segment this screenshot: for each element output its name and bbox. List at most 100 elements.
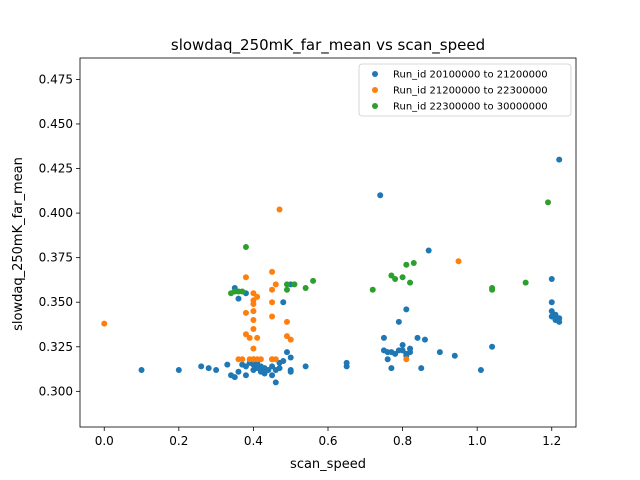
data-point — [283, 286, 290, 293]
data-point — [235, 368, 242, 375]
data-point — [254, 334, 261, 341]
data-point — [455, 258, 462, 265]
data-point — [407, 349, 414, 356]
data-point — [392, 350, 399, 357]
data-point — [276, 206, 283, 213]
data-point — [261, 370, 268, 377]
legend-box — [358, 63, 572, 117]
x-tick-label: 0.0 — [95, 434, 114, 448]
data-point — [399, 347, 406, 354]
data-point — [421, 336, 428, 343]
data-point — [489, 343, 496, 350]
y-axis-label: slowdaq_250mK_far_mean — [11, 157, 26, 331]
data-point — [380, 334, 387, 341]
legend-label: Run_id 22300000 to 30000000 — [393, 102, 548, 113]
y-axis: 0.300 0.325 0.350 0.375 0.400 0.425 0.450 0.475 — [39, 72, 80, 398]
data-point — [239, 288, 246, 295]
data-point — [276, 365, 283, 372]
data-point — [548, 276, 555, 283]
data-point — [242, 331, 249, 338]
data-point — [310, 277, 317, 284]
data-point — [246, 334, 253, 341]
data-point — [287, 368, 294, 375]
legend-marker — [372, 87, 378, 93]
x-tick-label: 1.2 — [542, 434, 561, 448]
data-point — [280, 299, 287, 306]
data-point — [213, 366, 220, 373]
series-3 — [228, 199, 552, 297]
data-point — [522, 279, 529, 286]
data-point — [242, 363, 249, 370]
data-point — [205, 365, 212, 372]
data-point — [545, 199, 552, 206]
x-tick-label: 1.0 — [468, 434, 487, 448]
data-point — [384, 356, 391, 363]
data-point — [250, 317, 257, 324]
data-point — [269, 268, 276, 275]
x-tick-label: 0.8 — [393, 434, 412, 448]
legend-label: Run_id 20100000 to 21200000 — [393, 70, 548, 81]
legend: Run_id 20100000 to 21200000 Run_id 212000… — [358, 63, 572, 117]
data-point — [269, 313, 276, 320]
y-tick-label: 0.300 — [39, 384, 73, 398]
data-point — [287, 336, 294, 343]
data-point — [283, 318, 290, 325]
data-point — [269, 372, 276, 379]
data-point — [242, 372, 249, 379]
y-tick-label: 0.475 — [39, 72, 73, 86]
data-point — [250, 345, 257, 352]
data-point — [548, 308, 555, 315]
data-point — [198, 363, 205, 370]
data-point — [552, 311, 559, 318]
data-point — [291, 281, 298, 288]
data-point — [403, 356, 410, 363]
data-point — [548, 299, 555, 306]
data-point — [265, 366, 272, 373]
y-tick-label: 0.400 — [39, 206, 73, 220]
data-point — [283, 333, 290, 340]
data-point — [239, 356, 246, 363]
data-point — [343, 359, 350, 366]
data-point — [410, 260, 417, 266]
data-point — [138, 366, 145, 373]
data-point — [175, 366, 182, 373]
data-point — [269, 299, 276, 306]
data-point — [242, 309, 249, 316]
data-points — [101, 156, 563, 386]
x-tick-label: 0.2 — [169, 434, 188, 448]
x-tick-label: 0.6 — [318, 434, 337, 448]
data-point — [403, 261, 410, 268]
data-point — [399, 274, 406, 281]
y-tick-label: 0.350 — [39, 295, 73, 309]
data-point — [269, 363, 276, 370]
y-tick-label: 0.325 — [39, 340, 73, 354]
data-point — [250, 308, 257, 315]
data-point — [287, 354, 294, 361]
data-point — [231, 374, 238, 381]
data-point — [302, 284, 309, 291]
x-tick-label: 0.4 — [244, 434, 263, 448]
data-point — [418, 365, 425, 372]
series-2 — [101, 206, 462, 363]
data-point — [242, 243, 249, 250]
data-point — [224, 361, 231, 368]
legend-marker — [372, 71, 378, 77]
data-point — [489, 284, 496, 291]
data-point — [388, 272, 395, 279]
data-point — [403, 306, 410, 313]
data-point — [272, 281, 279, 288]
data-point — [242, 274, 249, 281]
data-point — [254, 293, 261, 300]
data-point — [436, 349, 443, 356]
x-axis-label: scan_speed — [290, 457, 366, 472]
data-point — [369, 286, 376, 293]
data-point — [280, 358, 287, 365]
data-point — [272, 379, 279, 386]
data-point — [283, 281, 290, 288]
data-point — [272, 356, 279, 363]
data-point — [477, 366, 484, 373]
data-point — [392, 276, 399, 283]
data-point — [269, 286, 276, 293]
data-point — [399, 342, 406, 348]
data-point — [250, 290, 257, 297]
